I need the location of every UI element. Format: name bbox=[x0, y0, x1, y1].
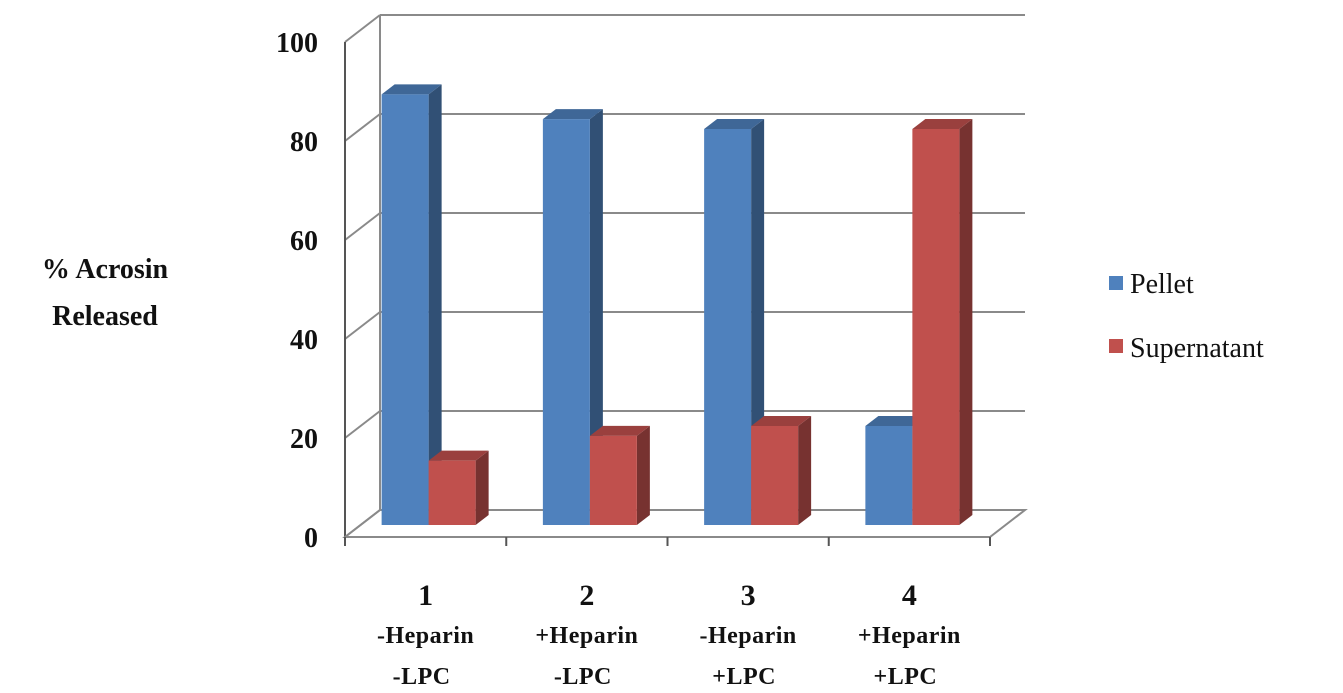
y-tick-label: 100 bbox=[276, 28, 318, 59]
y-tick-label: 80 bbox=[290, 127, 318, 158]
bar-supernatant-3 bbox=[751, 416, 812, 525]
axes bbox=[342, 15, 1028, 546]
bar-front bbox=[542, 119, 590, 525]
bar-side bbox=[636, 425, 650, 525]
y-tick-labels: 0 20 40 60 80 100 bbox=[276, 28, 318, 554]
y-axis-label-line2: Released bbox=[52, 301, 158, 332]
x-category-line1: -Heparin bbox=[699, 623, 796, 649]
x-category-number: 1 bbox=[418, 579, 433, 612]
x-category-line1: +Heparin bbox=[535, 623, 638, 649]
bar-pellet-3 bbox=[704, 119, 765, 525]
legend-label-pellet: Pellet bbox=[1130, 269, 1194, 300]
x-category-line1: -Heparin bbox=[377, 623, 474, 649]
bar-front bbox=[381, 94, 429, 525]
bar-top bbox=[912, 119, 973, 129]
legend-label-supernatant: Supernatant bbox=[1130, 333, 1264, 364]
bar-front bbox=[704, 129, 752, 525]
gridline-diagonal bbox=[344, 14, 381, 43]
bar-top bbox=[865, 416, 926, 426]
gridline-diagonal bbox=[344, 410, 381, 439]
x-category-line2: -LPC bbox=[554, 664, 612, 690]
x-category-number: 3 bbox=[741, 579, 756, 612]
gridline-diagonal bbox=[344, 212, 381, 241]
y-tick-label: 0 bbox=[304, 523, 318, 554]
x-category-line2: +LPC bbox=[712, 664, 776, 690]
x-category-line2: +LPC bbox=[874, 664, 938, 690]
y-tick-label: 20 bbox=[290, 424, 318, 455]
bar-top bbox=[542, 109, 603, 120]
gridlines bbox=[344, 14, 1025, 538]
x-category-labels: 1 -Heparin -LPC 2 +Heparin -LPC 3 -Heparin +LPC 4… bbox=[377, 579, 961, 690]
legend-swatch-pellet bbox=[1109, 276, 1123, 290]
gridline-diagonal bbox=[344, 113, 381, 142]
bar-pellet-2 bbox=[542, 109, 603, 525]
bars bbox=[381, 84, 973, 525]
x-category-number: 2 bbox=[579, 579, 594, 612]
bar-top bbox=[428, 450, 489, 461]
bar-supernatant-4 bbox=[912, 119, 973, 525]
x-category-line2: -LPC bbox=[393, 664, 451, 690]
bar-supernatant-1 bbox=[428, 450, 489, 525]
bar-front bbox=[751, 426, 799, 525]
bar-top bbox=[751, 416, 812, 426]
bar-front bbox=[428, 460, 476, 525]
x-category-number: 4 bbox=[902, 579, 917, 612]
chart-floor bbox=[342, 509, 1028, 538]
bar-front bbox=[865, 426, 913, 525]
gridline-diagonal bbox=[344, 311, 381, 340]
bar-top bbox=[381, 84, 442, 95]
bar-side bbox=[428, 84, 442, 525]
legend: Pellet Supernatant bbox=[1109, 269, 1264, 364]
bar-front bbox=[589, 435, 637, 525]
bar-supernatant-2 bbox=[589, 425, 650, 525]
legend-swatch-supernatant bbox=[1109, 339, 1123, 353]
bar-side bbox=[959, 119, 973, 525]
bar-top bbox=[589, 425, 650, 436]
x-category-line1: +Heparin bbox=[858, 623, 961, 649]
bar-side bbox=[798, 416, 812, 525]
y-axis-label-line1: % Acrosin bbox=[42, 254, 169, 285]
y-tick-label: 40 bbox=[290, 325, 318, 356]
bar-pellet-1 bbox=[381, 84, 442, 525]
bar-top bbox=[704, 119, 765, 129]
bar-front bbox=[912, 129, 960, 525]
y-tick-label: 60 bbox=[290, 226, 318, 257]
bar-side bbox=[589, 109, 603, 525]
bar-side bbox=[475, 450, 489, 525]
